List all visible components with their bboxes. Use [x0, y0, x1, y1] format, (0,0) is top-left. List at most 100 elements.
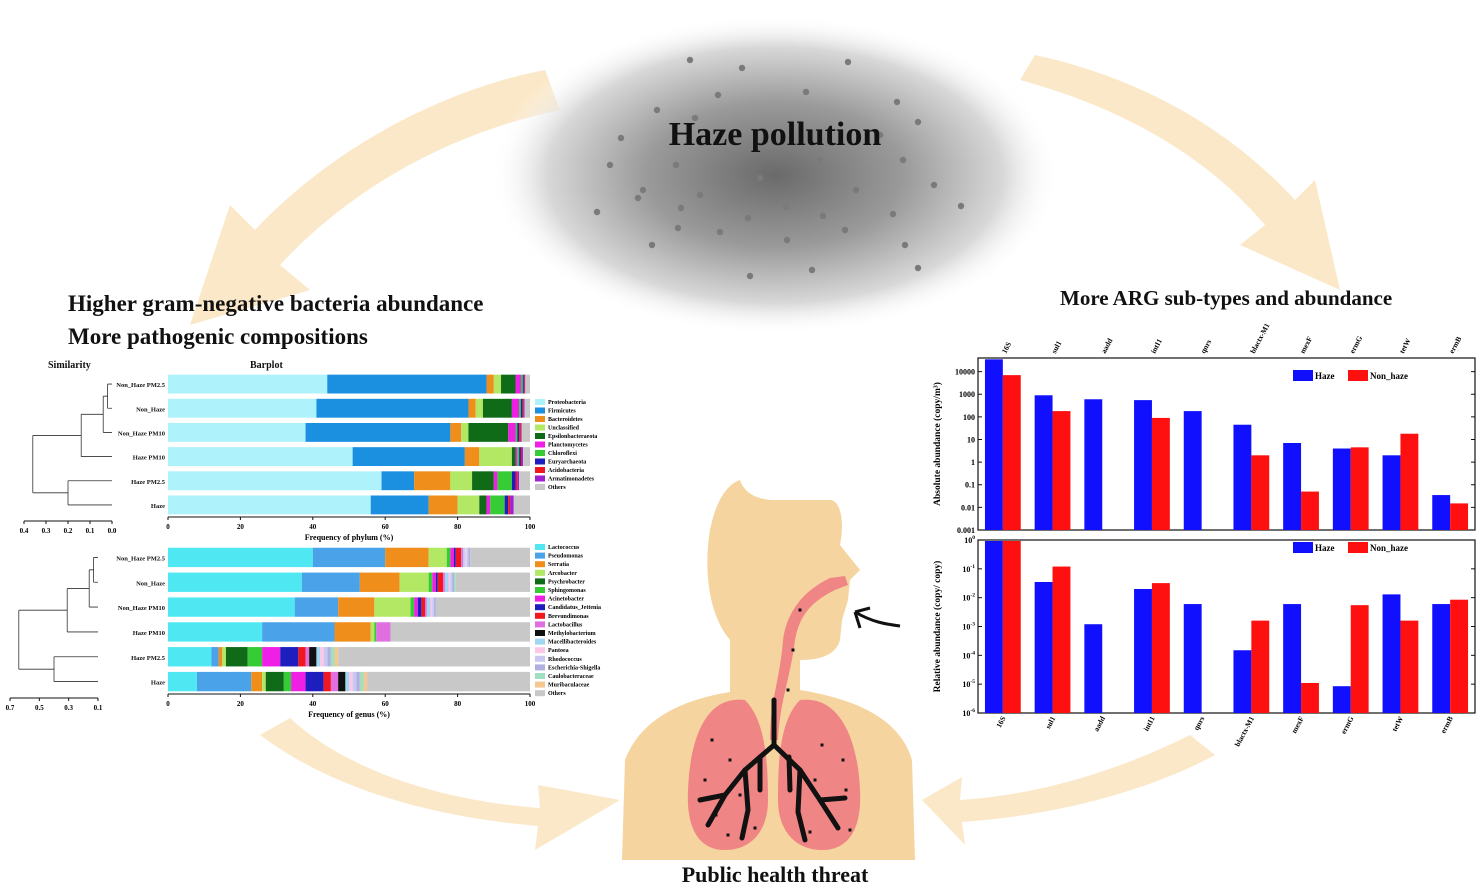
human-body — [622, 480, 915, 860]
bar-segment — [428, 547, 447, 568]
bar-segment — [298, 647, 306, 667]
bar-haze — [984, 359, 1003, 530]
haze-particle — [744, 214, 752, 222]
bar-segment — [464, 547, 467, 568]
bar-segment — [327, 647, 331, 667]
particle-mark — [728, 758, 732, 762]
bar-segment — [470, 547, 530, 568]
haze-particles — [593, 56, 965, 280]
bar-non_haze — [1151, 583, 1170, 713]
y-tick-label: 10-1 — [962, 564, 975, 574]
legend-swatch — [535, 690, 545, 697]
bar-segment — [522, 398, 524, 418]
particle-mark — [738, 793, 742, 797]
y-tick-label: 10-5 — [962, 679, 975, 689]
bar-segment — [523, 398, 525, 418]
particle-mark — [726, 833, 730, 837]
haze-particle — [634, 194, 642, 202]
bar-segment — [486, 374, 494, 394]
dendrogram-tick-label: 0.1 — [94, 704, 103, 712]
bar-segment — [428, 495, 458, 515]
bar-segment — [486, 495, 491, 515]
x-tick-label: 60 — [382, 523, 390, 531]
tick-base: 10 — [962, 594, 970, 603]
dendrogram-branch — [53, 656, 98, 682]
haze-particle — [672, 161, 680, 169]
haze-particle — [686, 56, 694, 64]
legend-label: Sphingomonas — [548, 588, 586, 594]
y-tick-label: 0.001 — [957, 526, 975, 535]
dendrogram-tick-label: 0.5 — [35, 704, 44, 712]
bar-segment — [316, 647, 321, 667]
bar-segment — [334, 622, 371, 642]
bar-segment — [475, 398, 483, 418]
x-tick-label: 100 — [525, 700, 536, 708]
category-label: Haze PM2.5 — [131, 479, 166, 486]
legend-swatch — [535, 407, 545, 414]
bar-segment — [421, 597, 426, 617]
haze-particle — [639, 186, 647, 194]
tick-exponent: -2 — [970, 593, 975, 599]
x-tick-label: 80 — [454, 700, 462, 708]
bar-segment — [225, 647, 248, 667]
x-tick-label: 100 — [525, 523, 536, 531]
bar-segment — [168, 622, 263, 642]
dendrogram-branch — [32, 435, 82, 494]
legend-swatch — [535, 621, 545, 628]
bar-segment — [168, 398, 317, 418]
bar-non_haze — [1301, 491, 1319, 530]
x-tick-label: 20 — [237, 700, 245, 708]
bar-haze — [1233, 424, 1252, 530]
bar-segment — [168, 597, 295, 617]
y-tick-label: 10-4 — [962, 650, 975, 660]
bar-segment — [352, 447, 465, 467]
y-tick-label: 10 — [967, 435, 975, 444]
bar-segment — [265, 671, 284, 692]
particle-mark — [841, 758, 845, 762]
dendrogram-tick-label: 0.3 — [64, 704, 73, 712]
bar-segment — [443, 572, 445, 592]
particle-mark — [820, 743, 824, 747]
bar-non_haze — [1400, 433, 1419, 530]
bar-segment — [399, 572, 429, 592]
bar-segment — [390, 622, 530, 642]
bar-segment — [457, 495, 480, 515]
bar-segment — [367, 671, 530, 692]
haze-particle — [841, 226, 849, 234]
category-label: Haze — [151, 680, 165, 687]
bar-segment — [196, 671, 252, 692]
dendrogram-tick-label: 0.1 — [86, 527, 95, 535]
bar-segment — [323, 671, 331, 692]
legend-label: Acidobacteria — [548, 468, 584, 474]
bar-segment — [519, 422, 521, 442]
legend-swatch — [535, 484, 545, 490]
bar-segment — [450, 422, 462, 442]
bar-haze — [1034, 581, 1053, 713]
legend-swatch — [535, 441, 545, 448]
bar-segment — [316, 398, 469, 418]
bar-segment — [523, 447, 530, 467]
haze-particle — [606, 161, 614, 169]
bar-haze — [1034, 395, 1053, 530]
bar-segment — [524, 374, 526, 394]
bar-segment — [515, 447, 518, 467]
bar-non_haze — [1151, 417, 1170, 530]
category-label: Non_Haze PM10 — [118, 605, 165, 612]
dendrogram — [32, 383, 112, 506]
dendrogram-branch — [66, 588, 98, 633]
particle-mark — [786, 688, 790, 692]
particle-mark — [813, 778, 817, 782]
particle-mark — [828, 813, 832, 817]
bar-segment — [517, 471, 520, 491]
bar-segment — [515, 374, 521, 394]
cycle-arrow-icon — [260, 718, 620, 850]
bar-haze — [1332, 448, 1351, 530]
bar-segment — [338, 647, 530, 667]
bar-haze — [1382, 594, 1401, 713]
y-tick-label: 100 — [964, 535, 975, 545]
bar-segment — [334, 647, 339, 667]
legend-swatch — [535, 673, 545, 679]
haze-particle — [617, 134, 625, 142]
